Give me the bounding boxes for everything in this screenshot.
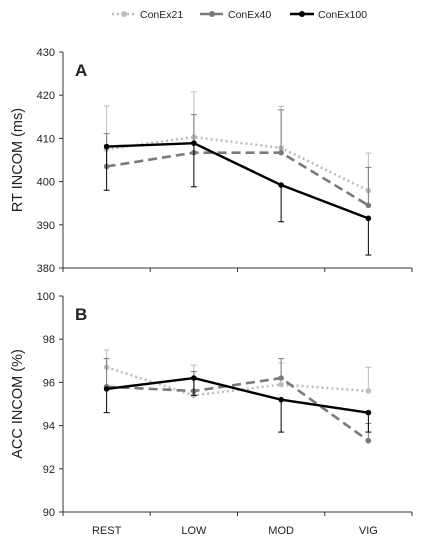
series-line-conex100 bbox=[106, 376, 369, 414]
series-conex40-b bbox=[103, 358, 372, 444]
panel-b: 90 92 94 96 98 100 REST LOW MOD VIG ACC INCOM (%) B bbox=[10, 291, 413, 537]
y-tick-label-a: 380 bbox=[37, 263, 55, 275]
data-point-conex100 bbox=[278, 182, 284, 188]
data-point-conex40 bbox=[365, 437, 372, 444]
y-tick-label-b: 100 bbox=[37, 291, 55, 303]
y-tick-label-a: 390 bbox=[37, 220, 55, 232]
y-tick-label-b: 92 bbox=[43, 464, 55, 476]
data-point-conex100 bbox=[365, 409, 372, 416]
series-line-conex40 bbox=[106, 151, 370, 207]
data-point-conex40 bbox=[278, 149, 284, 156]
y-tick-label-a: 400 bbox=[37, 177, 55, 189]
panel-label-a: A bbox=[75, 61, 87, 80]
y-tick-label-b: 94 bbox=[43, 421, 55, 433]
panel-a: 380 390 400 410 420 430 RT INCOM (ms) A bbox=[10, 47, 413, 275]
data-point-conex40 bbox=[365, 202, 372, 209]
series-conex21-a bbox=[103, 91, 372, 194]
y-axis-label-a: RT INCOM (ms) bbox=[10, 108, 26, 212]
x-tick-label-b: MOD bbox=[268, 525, 294, 537]
x-tick-label-b: REST bbox=[92, 525, 122, 537]
legend-label-conex21: ConEx21 bbox=[140, 9, 183, 21]
legend-marker-conex100 bbox=[299, 11, 305, 17]
data-point-conex21 bbox=[365, 388, 372, 394]
data-point-conex100 bbox=[365, 215, 372, 222]
series-conex40-a bbox=[103, 109, 372, 209]
y-tick-label-b: 98 bbox=[43, 334, 55, 346]
series-conex21-b bbox=[103, 349, 372, 399]
legend-marker-conex21 bbox=[121, 11, 127, 17]
y-axis-label-b: ACC INCOM (%) bbox=[10, 349, 26, 459]
y-tick-label-a: 410 bbox=[37, 133, 55, 145]
data-point-conex40 bbox=[278, 375, 284, 381]
data-point-conex100 bbox=[103, 143, 110, 150]
y-tick-label-b: 96 bbox=[43, 377, 55, 389]
legend-label-conex100: ConEx100 bbox=[318, 9, 367, 21]
legend: ConEx21 ConEx40 ConEx100 bbox=[112, 9, 367, 21]
series-conex100-b bbox=[103, 375, 372, 433]
data-point-conex21 bbox=[278, 381, 284, 388]
series-line-conex100 bbox=[106, 141, 369, 220]
data-point-conex100 bbox=[103, 386, 110, 392]
y-tick-label-a: 430 bbox=[37, 47, 55, 59]
legend-label-conex40: ConEx40 bbox=[228, 9, 271, 21]
series-line-conex40 bbox=[106, 376, 370, 442]
data-point-conex100 bbox=[278, 396, 284, 403]
x-tick-label-b: LOW bbox=[181, 525, 207, 537]
data-point-conex100 bbox=[191, 375, 197, 381]
x-tick-label-b: VIG bbox=[359, 525, 378, 537]
series-conex100-a bbox=[103, 140, 372, 256]
panel-label-b: B bbox=[75, 305, 87, 324]
legend-marker-conex40 bbox=[209, 11, 215, 17]
y-tick-label-a: 420 bbox=[37, 90, 55, 102]
data-point-conex100 bbox=[191, 140, 197, 146]
y-tick-label-b: 90 bbox=[43, 507, 55, 519]
series-line-conex21 bbox=[106, 366, 369, 397]
